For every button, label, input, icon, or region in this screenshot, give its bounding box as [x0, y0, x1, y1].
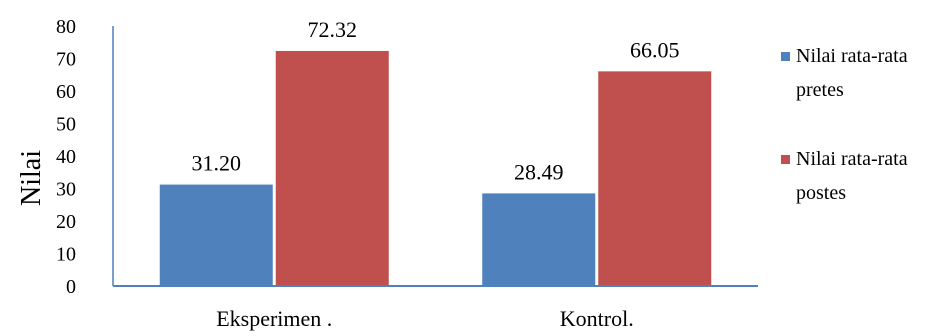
- y-tick-label: 20: [56, 211, 76, 233]
- y-tick-label: 10: [56, 244, 76, 266]
- data-label: 28.49: [514, 159, 564, 184]
- y-axis-label: Nilai: [16, 150, 47, 206]
- legend-label: pretes: [796, 79, 844, 101]
- data-label: 66.05: [630, 37, 680, 62]
- legend-label: Nilai rata-rata: [796, 148, 908, 170]
- legend-swatch: [781, 52, 790, 61]
- legend-label: postes: [796, 182, 846, 204]
- legend-label: Nilai rata-rata: [796, 45, 908, 67]
- y-tick-label: 80: [56, 16, 76, 38]
- category-label: Kontrol.: [560, 306, 634, 331]
- bar-pretes-1: [482, 193, 596, 286]
- bar-postes-0: [275, 50, 389, 287]
- bar-pretes-0: [159, 184, 273, 286]
- data-label: 31.20: [192, 151, 242, 176]
- data-label: 72.32: [308, 17, 358, 42]
- category-label: Eksperimen .: [216, 306, 332, 331]
- bar-postes-1: [598, 71, 712, 287]
- y-tick-label: 50: [56, 114, 76, 136]
- y-tick-label: 30: [56, 179, 76, 201]
- y-tick-label: 40: [56, 146, 76, 168]
- y-tick-label: 70: [56, 49, 76, 71]
- y-tick-label: 60: [56, 81, 76, 103]
- y-tick-label: 0: [66, 276, 76, 298]
- legend-swatch: [781, 155, 790, 164]
